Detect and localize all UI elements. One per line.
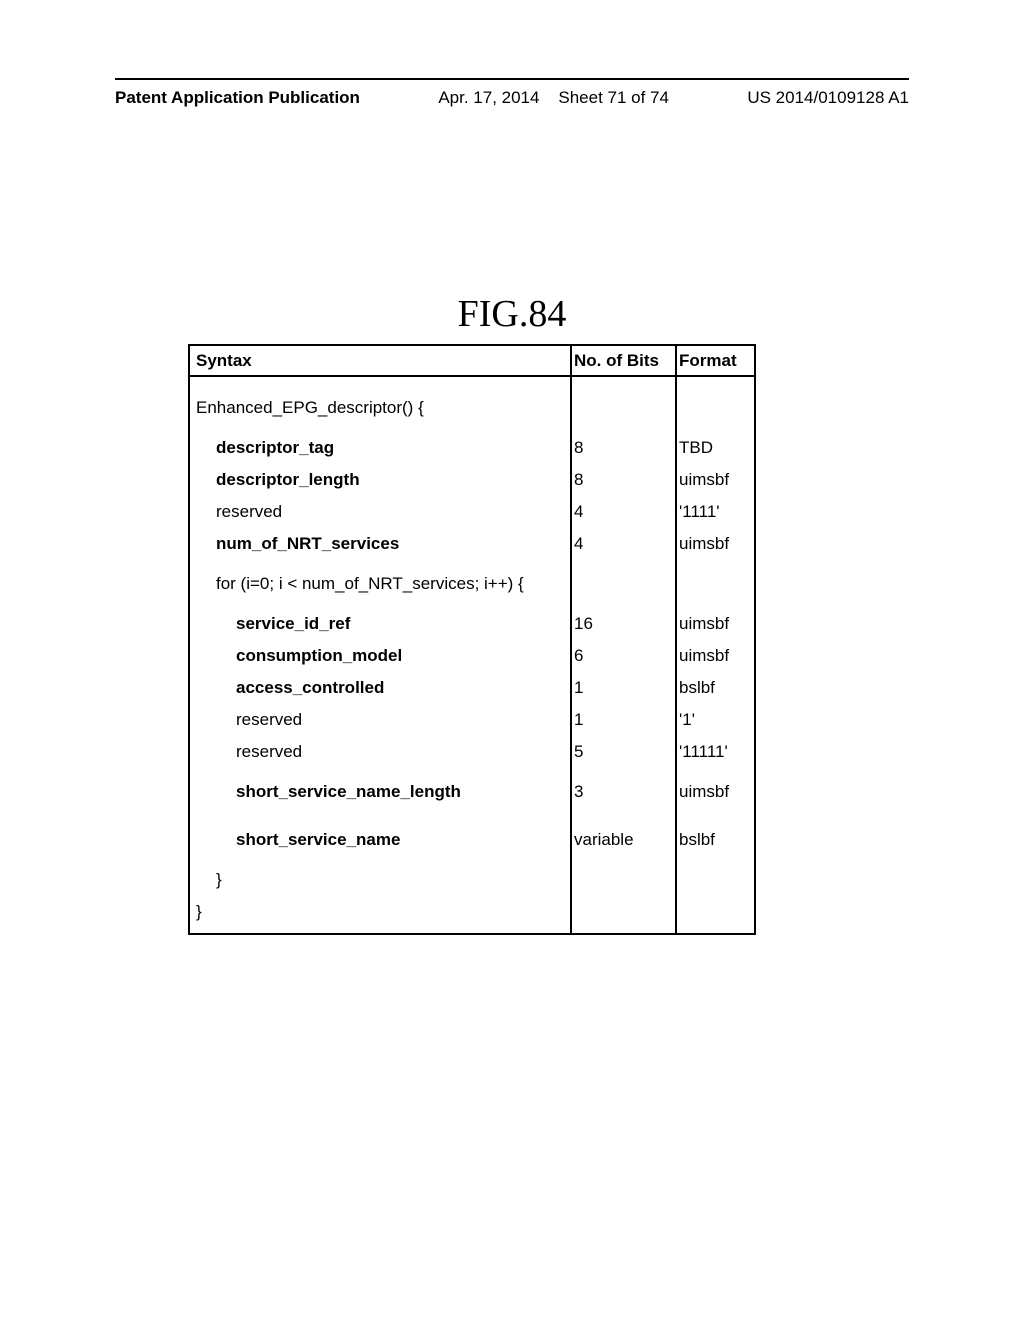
- format-cell: uimsbf: [679, 463, 748, 495]
- syntax-cell: reserved: [196, 711, 302, 728]
- table-row: reserved: [196, 703, 570, 735]
- syntax-cell: short_service_name: [196, 831, 400, 848]
- table-body: Enhanced_EPG_descriptor() { descriptor_ta…: [190, 377, 754, 933]
- bits-cell: 6: [574, 639, 673, 671]
- bits-cell: [574, 559, 673, 607]
- syntax-cell: descriptor_tag: [196, 439, 334, 456]
- table-row: reserved: [196, 735, 570, 767]
- page-header: Patent Application Publication Apr. 17, …: [115, 88, 909, 108]
- syntax-cell: Enhanced_EPG_descriptor() {: [196, 399, 424, 416]
- table-row: descriptor_tag: [196, 431, 570, 463]
- syntax-cell: short_service_name_length: [196, 783, 461, 800]
- bits-cell: 5: [574, 735, 673, 767]
- syntax-table: Syntax No. of Bits Format Enhanced_EPG_d…: [188, 344, 756, 935]
- col-header-bits: No. of Bits: [570, 346, 675, 375]
- table-row: reserved: [196, 495, 570, 527]
- bits-cell: 4: [574, 495, 673, 527]
- syntax-cell: }: [196, 903, 202, 920]
- format-cell: uimsbf: [679, 607, 748, 639]
- publication-date: Apr. 17, 2014 Sheet 71 of 74: [438, 88, 669, 108]
- bits-cell: [574, 383, 673, 431]
- syntax-cell: access_controlled: [196, 679, 384, 696]
- table-row: short_service_name: [196, 815, 570, 863]
- bits-cell: 16: [574, 607, 673, 639]
- bits-cell: 1: [574, 703, 673, 735]
- format-cell: [679, 383, 748, 431]
- format-cell: '1111': [679, 495, 748, 527]
- table-row: consumption_model: [196, 639, 570, 671]
- format-cell: uimsbf: [679, 639, 748, 671]
- format-cell: uimsbf: [679, 767, 748, 815]
- bits-cell: 8: [574, 463, 673, 495]
- bits-cell: 1: [574, 671, 673, 703]
- table-row: for (i=0; i < num_of_NRT_services; i++) …: [196, 559, 570, 607]
- format-cell: '1': [679, 703, 748, 735]
- bits-cell: [574, 863, 673, 895]
- syntax-cell: reserved: [196, 743, 302, 760]
- publication-label: Patent Application Publication: [115, 88, 360, 108]
- figure-title: FIG.84: [0, 292, 1024, 336]
- bits-cell: [574, 895, 673, 927]
- table-row: }: [196, 895, 570, 927]
- table-row: descriptor_length: [196, 463, 570, 495]
- syntax-cell: for (i=0; i < num_of_NRT_services; i++) …: [196, 575, 524, 592]
- table-row: access_controlled: [196, 671, 570, 703]
- bits-cell: variable: [574, 815, 673, 863]
- syntax-cell: consumption_model: [196, 647, 402, 664]
- syntax-cell: num_of_NRT_services: [196, 535, 399, 552]
- bits-cell: 4: [574, 527, 673, 559]
- table-body-bits-col: 88441661153variable: [570, 377, 675, 933]
- publication-number: US 2014/0109128 A1: [747, 88, 909, 108]
- date-text: Apr. 17, 2014: [438, 88, 539, 107]
- table-row: short_service_name_length: [196, 767, 570, 815]
- format-cell: uimsbf: [679, 527, 748, 559]
- format-cell: TBD: [679, 431, 748, 463]
- format-cell: bslbf: [679, 815, 748, 863]
- sheet-text: Sheet 71 of 74: [558, 88, 669, 107]
- table-header-row: Syntax No. of Bits Format: [190, 346, 754, 377]
- bits-cell: 3: [574, 767, 673, 815]
- syntax-cell: service_id_ref: [196, 615, 350, 632]
- table-row: }: [196, 863, 570, 895]
- format-cell: [679, 863, 748, 895]
- table-row: Enhanced_EPG_descriptor() {: [196, 383, 570, 431]
- table-body-format-col: TBDuimsbf'1111'uimsbfuimsbfuimsbfbslbf'1…: [675, 377, 750, 933]
- format-cell: [679, 895, 748, 927]
- table-row: num_of_NRT_services: [196, 527, 570, 559]
- syntax-cell: reserved: [196, 503, 282, 520]
- page: Patent Application Publication Apr. 17, …: [0, 0, 1024, 1320]
- col-header-syntax: Syntax: [190, 346, 570, 375]
- format-cell: '11111': [679, 735, 748, 767]
- format-cell: bslbf: [679, 671, 748, 703]
- col-header-format: Format: [675, 346, 750, 375]
- syntax-cell: descriptor_length: [196, 471, 360, 488]
- table-row: service_id_ref: [196, 607, 570, 639]
- table-body-syntax-col: Enhanced_EPG_descriptor() { descriptor_ta…: [190, 377, 570, 933]
- format-cell: [679, 559, 748, 607]
- bits-cell: 8: [574, 431, 673, 463]
- header-rule: [115, 78, 909, 80]
- syntax-cell: }: [196, 871, 222, 888]
